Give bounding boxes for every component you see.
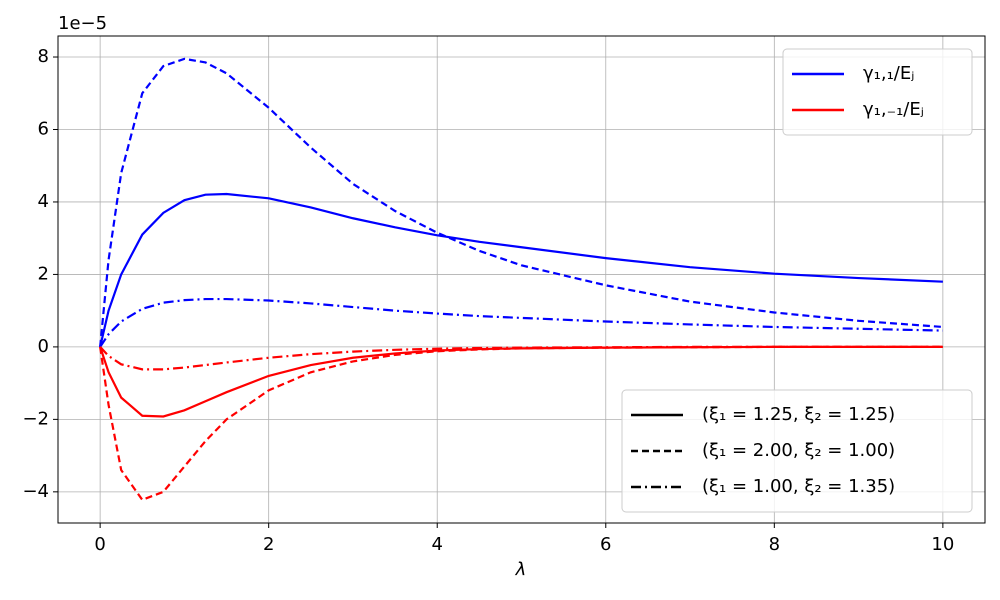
- y-tick-label: 8: [38, 46, 49, 67]
- legend-label: (ξ₁ = 1.00, ξ₂ = 1.35): [702, 476, 895, 497]
- series-line: [99, 345, 943, 502]
- y-tick-label: 0: [38, 336, 49, 357]
- legend-label: (ξ₁ = 1.25, ξ₂ = 1.25): [702, 404, 895, 425]
- series-line: [99, 297, 943, 348]
- y-tick-label: 2: [38, 263, 49, 284]
- x-tick-label: 10: [931, 534, 954, 555]
- y-tick-label: −4: [22, 481, 49, 502]
- y-tick-label: 6: [38, 118, 49, 139]
- x-tick-label: 4: [432, 534, 443, 555]
- legend-label: γ₁,₋₁/Eⱼ: [863, 99, 924, 120]
- x-tick-label: 2: [263, 534, 274, 555]
- legend-label: γ₁,₁/Eⱼ: [863, 63, 914, 84]
- x-axis-label: λ: [515, 559, 527, 580]
- legend-box: [782, 48, 973, 136]
- legend-label: (ξ₁ = 2.00, ξ₂ = 1.00): [702, 440, 895, 461]
- series-line: [99, 192, 943, 348]
- y-tick-label: −2: [22, 408, 49, 429]
- y-offset-label: 1e−5: [58, 13, 107, 34]
- x-tick-label: 8: [769, 534, 780, 555]
- legend-box: [621, 389, 973, 513]
- x-tick-label: 0: [94, 534, 105, 555]
- y-tick-label: 4: [38, 191, 49, 212]
- legend: γ₁,₁/Eⱼ γ₁,₋₁/Eⱼ: [782, 48, 973, 136]
- legend: (ξ₁ = 1.25, ξ₂ = 1.25) (ξ₁ = 2.00, ξ₂ = 1…: [621, 389, 973, 513]
- x-tick-label: 6: [600, 534, 611, 555]
- plot-frame: [57, 35, 986, 524]
- series-line: [99, 345, 943, 371]
- series-line: [99, 57, 943, 348]
